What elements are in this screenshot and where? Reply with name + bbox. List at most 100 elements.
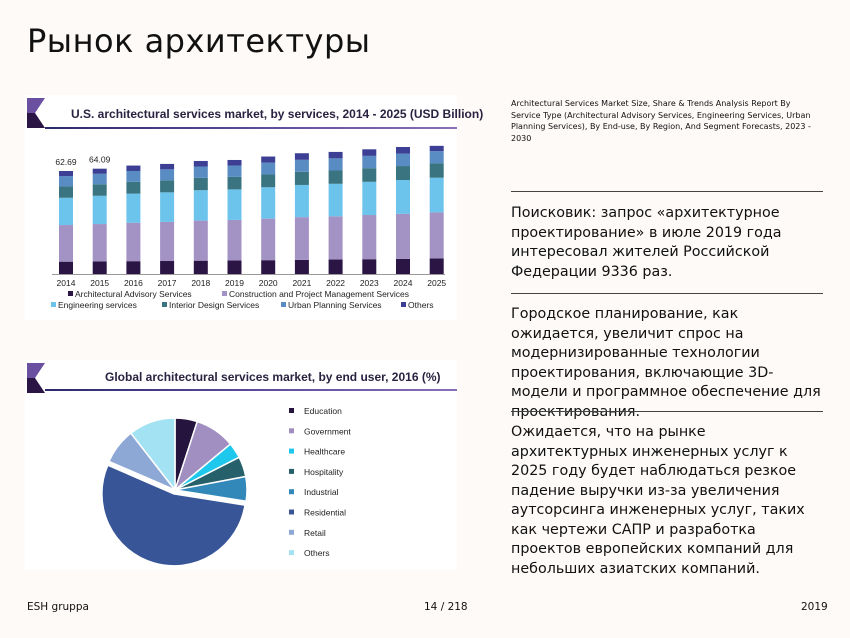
x-tick-label: 2020 [259, 278, 278, 288]
data-label: 64.09 [89, 155, 111, 165]
legend-label: Government [304, 426, 351, 436]
legend-swatch [51, 302, 56, 307]
bar-segment [59, 170, 73, 177]
bar-segment [294, 184, 309, 218]
bar-segment [294, 217, 309, 260]
bar-segment [396, 153, 410, 167]
bar-segment [396, 180, 410, 214]
bar-segment [92, 168, 107, 174]
bar-segment [362, 259, 377, 274]
legend-swatch [401, 302, 406, 307]
divider [511, 411, 823, 412]
bar-segment [92, 195, 107, 225]
legend-swatch [289, 489, 294, 495]
bar-segment [396, 166, 410, 181]
x-tick-label: 2023 [360, 278, 379, 288]
bar-segment [429, 177, 444, 213]
bar-segment [294, 153, 309, 160]
bar-segment [126, 222, 141, 262]
legend-label: Hospitality [304, 467, 344, 477]
bar-segment [227, 165, 242, 177]
x-tick-label: 2025 [427, 278, 446, 288]
legend-swatch [289, 550, 294, 556]
bar-segment [396, 258, 410, 274]
legend-label: Others [304, 548, 330, 558]
bar-segment [429, 212, 444, 259]
bar-chart-panel: U.S. architectural services market, by s… [25, 95, 483, 320]
legend-swatch [222, 291, 227, 296]
bar-segment [193, 260, 208, 274]
bar-segment [261, 260, 276, 274]
footer-company: ESH gruppa [27, 601, 89, 613]
divider [511, 293, 823, 294]
x-tick-label: 2014 [57, 278, 76, 288]
bar-segment [227, 176, 242, 190]
bar-segment [193, 190, 208, 221]
bar-segment [261, 174, 276, 188]
bar-segment [59, 197, 73, 226]
legend-swatch [289, 529, 294, 535]
pie-chart-panel: Global architectural services market, by… [25, 360, 457, 570]
bar-segment [160, 261, 175, 274]
legend-swatch [289, 468, 294, 474]
bar-segment [92, 173, 107, 185]
bar-chart: 2014 62.69 2015 64.09 2016 2017 2018 2019 2020 20… [51, 145, 446, 310]
bar-segment [59, 225, 73, 262]
paragraph-search: Поисковик: запрос «архитектурное проекти… [511, 205, 782, 280]
x-tick-label: 2019 [225, 278, 244, 288]
bar-segment [126, 261, 141, 274]
paragraph-engineering: Ожидается, что на рынке архитектурных ин… [511, 424, 805, 577]
legend-label: Architectural Advisory Services [75, 289, 192, 299]
bar-segment [193, 220, 208, 261]
bar-segment [92, 224, 107, 262]
legend-label: Engineering services [58, 300, 137, 310]
legend-label: Interior Design Services [169, 300, 259, 310]
bar-segment [59, 176, 73, 187]
bar-segment [227, 219, 242, 261]
legend-swatch [289, 408, 294, 413]
legend-swatch [281, 302, 286, 307]
bar-segment [328, 216, 343, 260]
bar-segment [261, 156, 276, 163]
bar-segment [193, 160, 208, 167]
legend-label: Retail [304, 528, 326, 538]
footer-page-number: 14 / 218 [424, 601, 468, 613]
bar-segment [261, 187, 276, 219]
bar-segment [261, 218, 276, 261]
bar-segment [92, 261, 107, 274]
brand-logo-icon [27, 98, 45, 128]
legend-label: Urban Planning Services [288, 300, 382, 310]
page-title: Рынок архитектуры [27, 22, 371, 60]
legend-swatch [162, 302, 167, 307]
legend-swatch [289, 509, 294, 515]
legend-label: Healthcare [304, 447, 345, 457]
pie-slice [101, 464, 246, 567]
title-rule [45, 389, 457, 391]
bar-segment [362, 149, 377, 156]
legend-label: Others [408, 300, 434, 310]
legend-label: Construction and Project Management Serv… [229, 289, 409, 299]
bar-segment [362, 155, 377, 169]
bar-segment [396, 213, 410, 259]
bar-segment [126, 181, 141, 194]
bar-segment [160, 180, 175, 193]
legend-label: Industrial [304, 487, 339, 497]
footer-year: 2019 [801, 601, 828, 613]
pie-chart-title: Global architectural services market, by… [105, 370, 441, 384]
title-rule [45, 127, 457, 129]
x-tick-label: 2015 [90, 278, 109, 288]
bar-segment [362, 168, 377, 182]
bar-segment [160, 192, 175, 222]
bar-segment [328, 259, 343, 274]
bar-segment [193, 177, 208, 191]
x-tick-label: 2021 [292, 278, 311, 288]
report-title: Architectural Services Market Size, Shar… [511, 99, 811, 143]
bar-segment [429, 145, 444, 152]
brand-logo-icon [27, 363, 45, 393]
bar-segment [294, 171, 309, 185]
bar-segment [193, 166, 208, 178]
bar-segment [362, 181, 377, 216]
bar-segment [328, 183, 343, 217]
bar-segment [328, 170, 343, 184]
bar-segment [328, 158, 343, 171]
